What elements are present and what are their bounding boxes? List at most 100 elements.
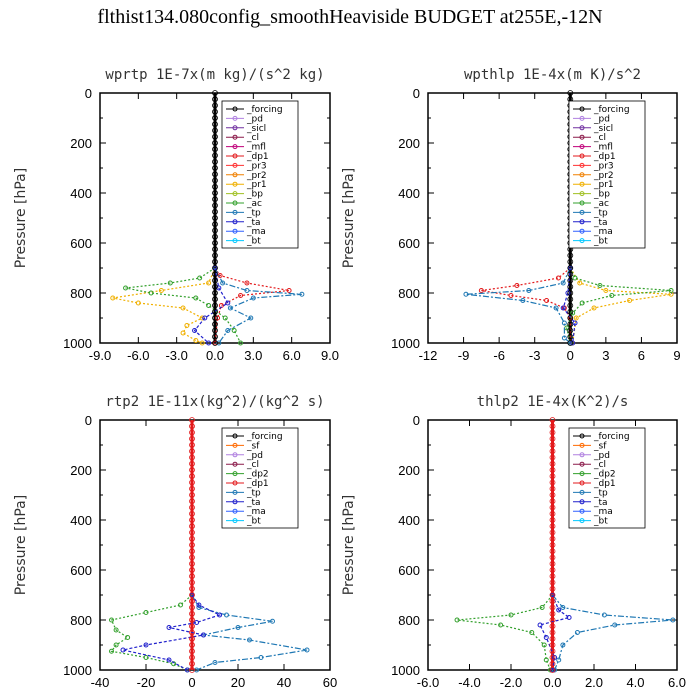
legend-entry: _pd bbox=[246, 451, 263, 461]
legend-marker bbox=[232, 106, 238, 112]
forcing-marker bbox=[212, 165, 218, 171]
series-point bbox=[212, 660, 218, 665]
series-line-dp2 bbox=[110, 594, 193, 671]
x-tick-label: -3.0 bbox=[165, 348, 187, 363]
legend-marker bbox=[232, 181, 238, 187]
series-line-ac bbox=[566, 267, 672, 344]
forcing-marker bbox=[189, 435, 195, 442]
forcing-marker bbox=[549, 579, 556, 586]
forcing-marker bbox=[549, 667, 556, 673]
y-tick-label: 200 bbox=[398, 136, 420, 151]
legend-entry: _forcing bbox=[246, 432, 283, 442]
series-point bbox=[225, 300, 231, 306]
legend-marker bbox=[579, 144, 585, 150]
legend-entry: _forcing bbox=[593, 432, 630, 442]
panel-1: wprtp 1E-7x(m kg)/(s^2 kg) Pressure [hPa]… bbox=[13, 67, 339, 363]
series-point bbox=[591, 305, 597, 311]
forcing-marker bbox=[567, 283, 574, 290]
legend-entry: _ta bbox=[593, 218, 608, 228]
y-tick-label: 600 bbox=[70, 563, 92, 578]
x-tick-label: 6.0 bbox=[283, 348, 301, 363]
legend-marker bbox=[579, 228, 585, 234]
legend-marker bbox=[579, 191, 585, 197]
legend-marker bbox=[579, 508, 585, 514]
series-point bbox=[258, 655, 264, 660]
x-tick-label: 0.0 bbox=[543, 675, 561, 690]
series-point bbox=[143, 655, 149, 660]
forcing-marker bbox=[549, 448, 556, 455]
series-point bbox=[113, 627, 119, 633]
legend-marker bbox=[579, 200, 585, 206]
series-point bbox=[224, 612, 229, 618]
legend-entry: _ma bbox=[246, 507, 266, 517]
forcing-marker bbox=[567, 265, 574, 271]
forcing-marker bbox=[212, 127, 218, 134]
forcing-marker bbox=[549, 623, 556, 630]
series-point bbox=[556, 657, 562, 663]
y-tick-label: 800 bbox=[398, 613, 420, 628]
legend-entry: _pr2 bbox=[593, 171, 614, 181]
forcing-marker bbox=[189, 523, 195, 530]
legend-marker bbox=[232, 200, 238, 206]
y-axis-label: Pressure [hPa] bbox=[13, 495, 29, 595]
legend-entry: _bt bbox=[593, 237, 608, 247]
forcing-marker bbox=[189, 635, 195, 642]
forcing-marker bbox=[212, 233, 218, 240]
series-point bbox=[555, 275, 561, 281]
series-point bbox=[565, 290, 571, 296]
panel-title: rtp2 1E-11x(kg^2)/(kg^2 s) bbox=[105, 394, 324, 410]
legend-marker bbox=[232, 125, 238, 131]
x-tick-label: -9.0 bbox=[89, 348, 111, 363]
series-point bbox=[463, 291, 469, 297]
forcing-marker bbox=[212, 171, 218, 178]
legend-marker bbox=[579, 134, 585, 140]
legend-marker bbox=[232, 191, 238, 197]
legend-entry: _sf bbox=[593, 441, 607, 451]
x-tick-label: 6.0 bbox=[668, 675, 686, 690]
forcing-marker bbox=[212, 152, 218, 159]
x-tick-label: -6.0 bbox=[127, 348, 149, 363]
legend-marker bbox=[232, 144, 238, 150]
legend-entry: _cl bbox=[593, 460, 606, 470]
x-tick-label: -9 bbox=[458, 348, 470, 363]
series-point bbox=[220, 280, 226, 286]
series-point bbox=[212, 265, 218, 271]
legend-entry: _bt bbox=[246, 237, 261, 247]
forcing-marker bbox=[189, 579, 195, 586]
forcing-marker bbox=[567, 290, 574, 296]
legend-entry: _forcing bbox=[246, 105, 283, 115]
forcing-marker bbox=[567, 271, 574, 278]
series-point bbox=[573, 315, 579, 321]
forcing-marker bbox=[549, 560, 556, 567]
forcing-marker bbox=[189, 542, 195, 548]
legend-marker bbox=[232, 518, 238, 524]
forcing-marker bbox=[212, 221, 218, 228]
legend-marker bbox=[232, 499, 238, 505]
series-line-tp bbox=[214, 267, 302, 344]
legend-marker bbox=[232, 153, 238, 159]
legend-entry: _tp bbox=[246, 488, 261, 498]
forcing-marker bbox=[212, 102, 218, 109]
forcing-marker bbox=[189, 448, 195, 455]
legend-entry: _tp bbox=[593, 488, 608, 498]
forcing-marker bbox=[189, 598, 195, 605]
forcing-marker bbox=[549, 510, 556, 517]
forcing-marker bbox=[567, 252, 574, 259]
forcing-marker bbox=[549, 479, 556, 486]
y-tick-label: 0 bbox=[85, 86, 92, 101]
legend-marker bbox=[232, 452, 238, 458]
series-point bbox=[189, 592, 195, 598]
series-line-ta bbox=[539, 594, 571, 671]
legend-marker bbox=[579, 471, 585, 477]
panel-2: wpthlp 1E-4x(m K)/s^2 Pressure [hPa] 0 200 4… bbox=[341, 67, 681, 363]
forcing-marker bbox=[189, 498, 195, 505]
series-line-dp2 bbox=[457, 594, 553, 671]
series-point bbox=[238, 293, 244, 298]
legend-entry: _cl bbox=[246, 133, 259, 143]
legend-entry: _cl bbox=[246, 460, 259, 470]
legend-marker bbox=[579, 433, 585, 439]
legend-entry: _ma bbox=[593, 227, 613, 237]
series-point bbox=[574, 630, 580, 635]
forcing-marker bbox=[549, 535, 556, 542]
forcing-marker bbox=[549, 635, 556, 642]
